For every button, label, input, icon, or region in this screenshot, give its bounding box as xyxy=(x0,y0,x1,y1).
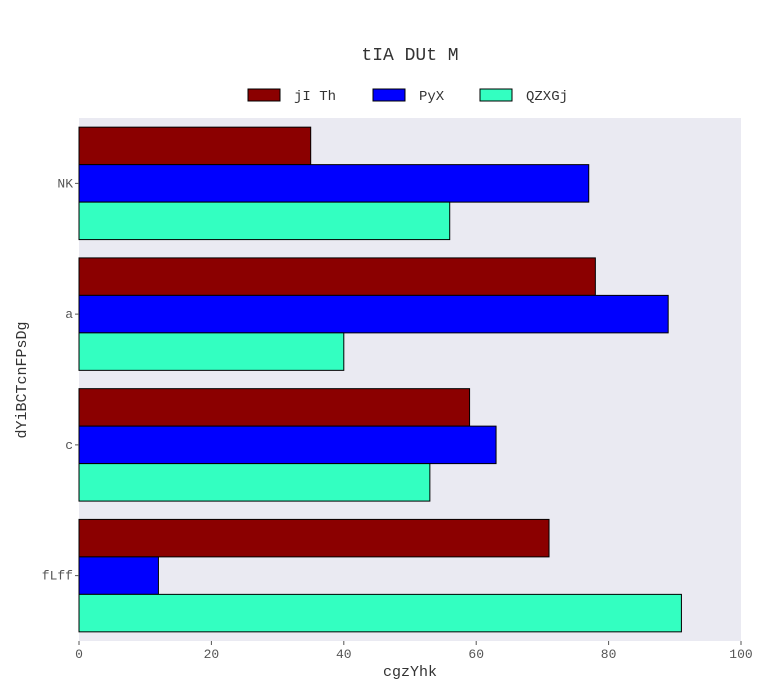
x-tick-label: 0 xyxy=(75,647,83,662)
legend-label-series-3: QZXGj xyxy=(526,89,568,105)
bar-fLff-series-1 xyxy=(78,518,550,558)
bar-NK-series-2 xyxy=(78,164,590,203)
bar-c-series-2 xyxy=(78,425,497,465)
y-tick-label: NK xyxy=(57,176,73,191)
y-tick-label: fLff xyxy=(42,569,73,584)
legend: jI Th PyX QZXGj xyxy=(247,88,568,105)
legend-label-series-2: PyX xyxy=(419,89,445,105)
bar-a-series-1 xyxy=(78,257,596,296)
y-tick-label: a xyxy=(65,307,73,322)
legend-swatch-series-1 xyxy=(247,88,281,102)
bar-a-series-2 xyxy=(78,294,669,334)
bars-layer xyxy=(78,126,682,633)
bar-fLff-series-2 xyxy=(78,556,159,595)
bar-c-series-1 xyxy=(78,388,471,427)
x-axis-ticks: 0 20 40 60 80 100 xyxy=(75,641,753,662)
bar-a-series-3 xyxy=(78,332,345,371)
bar-fLff-series-3 xyxy=(78,593,682,633)
x-tick-label: 100 xyxy=(729,647,752,662)
x-tick-label: 80 xyxy=(601,647,617,662)
chart-title: tIA DUt M xyxy=(361,46,458,66)
bar-NK-series-1 xyxy=(78,126,312,166)
bar-c-series-3 xyxy=(78,463,431,502)
x-axis-label: cgzYhk xyxy=(383,664,437,681)
legend-label-series-1: jI Th xyxy=(294,89,336,105)
x-tick-label: 20 xyxy=(204,647,220,662)
y-axis-label: dYiBCTcnFPsDg xyxy=(14,321,31,438)
y-tick-label: c xyxy=(65,438,73,453)
x-tick-label: 40 xyxy=(336,647,352,662)
legend-swatch-series-3 xyxy=(479,88,513,102)
bar-NK-series-3 xyxy=(78,201,451,241)
legend-swatch-series-2 xyxy=(372,88,406,102)
x-tick-label: 60 xyxy=(468,647,484,662)
y-axis-ticks: NK a c fLff xyxy=(42,176,79,584)
